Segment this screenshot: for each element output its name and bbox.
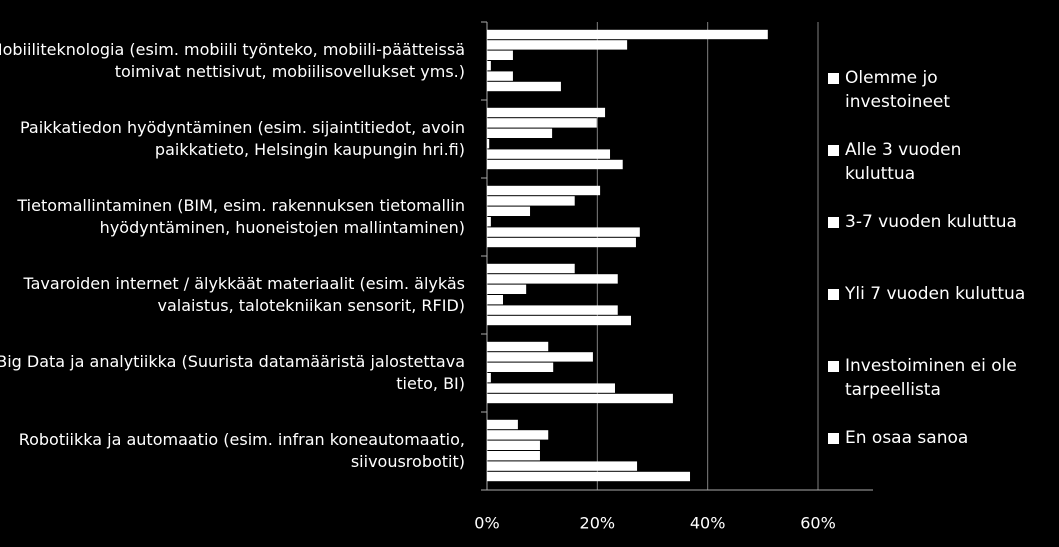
legend-label: Yli 7 vuoden kuluttua	[845, 284, 1026, 304]
legend-swatch	[828, 433, 839, 444]
legend-label: 3-7 vuoden kuluttua	[845, 212, 1017, 232]
legend-item: Olemme jo investoineet	[828, 66, 1028, 114]
bar	[487, 149, 611, 159]
bar	[487, 341, 549, 352]
bar	[487, 383, 615, 393]
x-tick-label: 40%	[690, 514, 726, 533]
bar	[487, 206, 531, 216]
x-tick-label: 0%	[474, 514, 499, 533]
bar	[487, 419, 518, 430]
bar	[487, 61, 491, 71]
bar	[487, 362, 554, 372]
legend-swatch	[828, 289, 839, 300]
bar	[487, 274, 618, 284]
legend-item: En osaa sanoa	[828, 426, 1028, 450]
legend-label: Alle 3 vuoden kuluttua	[845, 140, 962, 184]
legend-label: Investoiminen ei ole tarpeellista	[845, 356, 1017, 400]
bar	[487, 305, 618, 315]
category-label: Tavaroiden internet / älykkäät materiaal…	[23, 274, 465, 315]
bar	[487, 107, 606, 118]
category-label: Mobiiliteknologia (esim. mobiili työntek…	[0, 40, 465, 81]
bar	[487, 352, 593, 362]
bar	[487, 139, 490, 149]
legend-swatch	[828, 73, 839, 84]
legend-label: En osaa sanoa	[845, 428, 969, 448]
bar	[487, 50, 513, 60]
bar	[487, 217, 491, 227]
bar	[487, 461, 638, 471]
legend-item: Yli 7 vuoden kuluttua	[828, 282, 1028, 306]
bar	[487, 71, 513, 81]
legend-item: 3-7 vuoden kuluttua	[828, 210, 1028, 234]
bar	[487, 159, 623, 170]
bar	[487, 393, 673, 404]
bar	[487, 118, 597, 128]
bar	[487, 40, 628, 50]
bar	[487, 81, 561, 92]
legend-item: Alle 3 vuoden kuluttua	[828, 138, 1028, 186]
legend-label: Olemme jo investoineet	[845, 68, 951, 112]
bar	[487, 284, 527, 294]
legend-swatch	[828, 145, 839, 156]
bar	[487, 29, 768, 40]
bar	[487, 295, 503, 305]
bar	[487, 227, 640, 237]
bar	[487, 263, 575, 274]
category-label: Paikkatiedon hyödyntäminen (esim. sijain…	[19, 118, 465, 159]
bar	[487, 451, 540, 461]
x-tick-label: 20%	[580, 514, 616, 533]
legend-swatch	[828, 361, 839, 372]
bar	[487, 185, 601, 196]
bar	[487, 128, 553, 138]
bar	[487, 315, 631, 326]
legend-item: Investoiminen ei ole tarpeellista	[828, 354, 1028, 402]
bar	[487, 196, 575, 206]
bar	[487, 440, 540, 450]
x-tick-label: 60%	[800, 514, 836, 533]
bar	[487, 373, 491, 383]
category-label: Robotiikka ja automaatio (esim. infran k…	[18, 430, 465, 471]
bar	[487, 430, 549, 440]
legend-swatch	[828, 217, 839, 228]
bar	[487, 471, 691, 482]
bar	[487, 237, 636, 248]
category-label: Big Data ja analytiikka (Suurista datamä…	[0, 352, 465, 393]
category-label: Tietomallintaminen (BIM, esim. rakennuks…	[17, 196, 465, 237]
